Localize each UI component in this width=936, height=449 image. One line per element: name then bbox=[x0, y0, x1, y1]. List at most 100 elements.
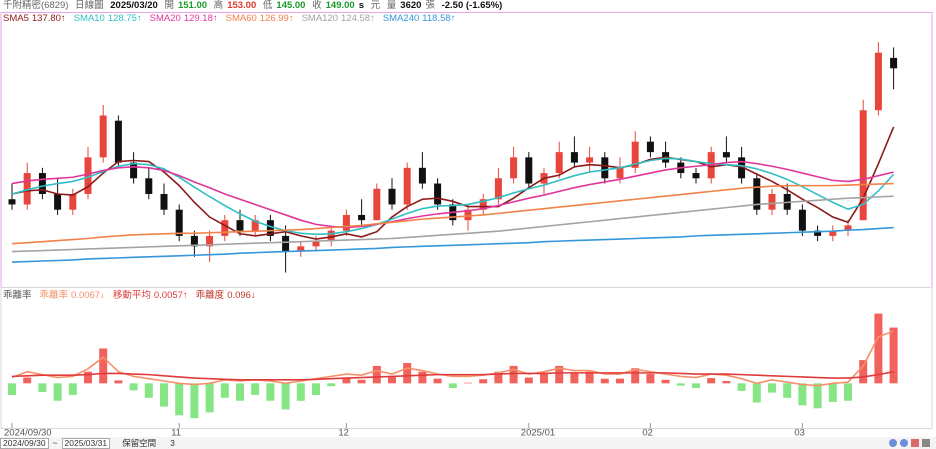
bias-bar bbox=[342, 377, 351, 384]
open-label: 開 bbox=[164, 0, 174, 11]
legend-value: 126.99↑ bbox=[259, 13, 294, 24]
candle-body bbox=[312, 241, 320, 247]
candle-body bbox=[38, 173, 46, 194]
candle-body bbox=[206, 235, 214, 247]
candle-body bbox=[327, 230, 335, 242]
candle-body bbox=[890, 57, 898, 69]
legend-item[interactable]: SMA60 126.99↑ bbox=[226, 13, 294, 24]
bias-bar bbox=[509, 365, 518, 384]
legend-name: SMA120 bbox=[301, 13, 339, 24]
bias-bar bbox=[68, 383, 77, 395]
bias-bar bbox=[236, 383, 244, 401]
bias-bar bbox=[768, 383, 776, 393]
candle-body bbox=[99, 115, 107, 158]
bias-bar bbox=[114, 380, 123, 384]
bias-legend: 乖離率 乖離率 0.0067↓ 移動平均 0.0057↑ 乖離度 0.096↓ bbox=[3, 287, 256, 301]
bias-bar bbox=[813, 383, 822, 409]
header: 千附精密(6829) 日線圖 2025/03/20 開 151.00 高 153.0… bbox=[3, 0, 506, 12]
candle-body bbox=[297, 246, 305, 252]
bias-bar bbox=[540, 374, 548, 384]
low: 145.00 bbox=[276, 0, 306, 11]
legend-item[interactable]: SMA240 118.58↑ bbox=[383, 13, 456, 24]
to-date[interactable]: 2025/03/31 bbox=[61, 437, 111, 449]
close: 149.00 bbox=[325, 0, 355, 11]
bias-bar bbox=[722, 381, 731, 384]
bias-bar bbox=[266, 383, 275, 401]
x-tick-label: 03 bbox=[794, 428, 805, 437]
legend-item[interactable]: SMA120 124.58↑ bbox=[302, 13, 375, 24]
legend-name: SMA10 bbox=[73, 13, 105, 24]
bias-bar bbox=[494, 371, 503, 384]
legend-item[interactable]: SMA10 128.75↑ bbox=[74, 13, 142, 24]
sma-line bbox=[11, 160, 894, 229]
bias-bar bbox=[99, 348, 108, 384]
icon-zoom-in[interactable] bbox=[889, 439, 897, 447]
close-suffix: s bbox=[358, 0, 364, 11]
period[interactable]: 日線圖 bbox=[75, 0, 104, 11]
bias-bar bbox=[707, 378, 716, 384]
legend-item[interactable]: 乖離率 0.0067↓ bbox=[40, 287, 105, 301]
unit: 元 bbox=[370, 0, 381, 11]
candle-body bbox=[464, 209, 472, 221]
legend-name: SMA240 bbox=[382, 13, 420, 24]
candle-body bbox=[829, 230, 837, 236]
candle-body bbox=[814, 230, 822, 236]
candle-body bbox=[570, 152, 578, 163]
x-tick-label: 12 bbox=[338, 428, 349, 437]
candle-body bbox=[418, 167, 426, 184]
bias-bar bbox=[874, 313, 883, 384]
candle-body bbox=[8, 199, 16, 205]
legend-item[interactable]: 移動平均 0.0057↑ bbox=[113, 287, 188, 301]
legend-name: SMA60 bbox=[225, 13, 257, 24]
legend-item[interactable]: SMA20 129.18↑ bbox=[150, 13, 218, 24]
candle-body bbox=[251, 220, 259, 231]
candle-body bbox=[525, 157, 533, 184]
from-date[interactable]: 2024/09/30 bbox=[0, 437, 49, 449]
bias-bar bbox=[251, 383, 260, 395]
candle-body bbox=[266, 220, 274, 236]
icon-zoom-out[interactable] bbox=[900, 439, 908, 447]
icon-settings[interactable] bbox=[922, 439, 930, 447]
bias-bar bbox=[38, 383, 47, 393]
candle-body bbox=[555, 152, 563, 174]
bias-bar bbox=[464, 382, 472, 384]
bias-line bbox=[11, 370, 894, 381]
bias-bar bbox=[205, 383, 214, 413]
reserve-input[interactable]: 3 bbox=[170, 438, 175, 448]
candle-body bbox=[738, 157, 746, 179]
bias-bar bbox=[859, 360, 868, 384]
candle-body bbox=[859, 110, 867, 221]
legend-name: SMA5 bbox=[3, 13, 29, 24]
candle-body bbox=[646, 141, 654, 153]
bias-bar bbox=[403, 363, 412, 384]
bias-bar bbox=[23, 377, 32, 384]
candle-body bbox=[130, 162, 138, 179]
bias-bar bbox=[372, 365, 381, 384]
bias-bar bbox=[524, 377, 533, 384]
legend-item[interactable]: 乖離度 0.096↓ bbox=[196, 287, 256, 301]
bias-bar bbox=[433, 378, 442, 384]
sma-line bbox=[11, 195, 894, 253]
bias-bar bbox=[190, 383, 199, 419]
high: 153.00 bbox=[227, 0, 257, 11]
legend-value: 137.80↑ bbox=[31, 13, 66, 24]
icon-reset[interactable] bbox=[911, 439, 919, 447]
legend-item[interactable]: SMA5 137.80↑ bbox=[3, 13, 66, 24]
bias-bar bbox=[312, 383, 320, 395]
bias-bar bbox=[646, 374, 655, 384]
bias-bar bbox=[479, 379, 488, 384]
candle-body bbox=[601, 157, 609, 179]
bias-bar bbox=[220, 383, 229, 398]
price-panel bbox=[0, 12, 933, 288]
bias-bar bbox=[828, 383, 837, 402]
candle-body bbox=[221, 220, 229, 236]
bias-bar bbox=[129, 383, 138, 391]
legend-value: 0.0067↓ bbox=[71, 290, 105, 301]
separator: ~ bbox=[52, 438, 58, 448]
legend-value: 0.0057↑ bbox=[153, 290, 188, 301]
high-label: 高 bbox=[213, 0, 224, 11]
candle-body bbox=[403, 167, 411, 205]
candle-body bbox=[798, 209, 806, 231]
x-tick-label: 2024/09/30 bbox=[4, 428, 52, 437]
legend-value: 118.58↑ bbox=[422, 13, 456, 24]
